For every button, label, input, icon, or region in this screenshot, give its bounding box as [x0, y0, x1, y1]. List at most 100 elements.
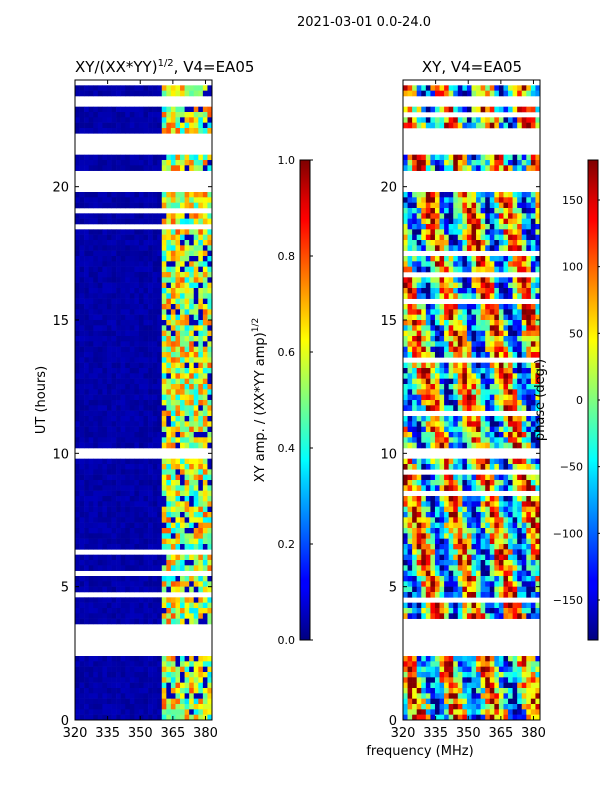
heatmap-cell	[116, 261, 121, 267]
heatmap-cell	[202, 165, 208, 171]
heatmap-cell	[517, 346, 523, 353]
colorbar-tick-label: 1.0	[278, 154, 296, 167]
heatmap-cell	[143, 576, 149, 582]
heatmap-cell	[202, 666, 208, 673]
heatmap-cell	[84, 704, 89, 710]
heatmap-cell	[485, 346, 491, 353]
heatmap-cell	[93, 378, 99, 385]
heatmap-cell	[448, 218, 454, 225]
heatmap-cell	[184, 90, 190, 97]
heatmap-cell	[412, 266, 417, 273]
heatmap-cell	[180, 688, 185, 694]
heatmap-cell	[157, 485, 163, 491]
heatmap-cell	[508, 261, 513, 267]
heatmap-cell	[102, 106, 108, 113]
heatmap-cell	[193, 581, 199, 587]
heatmap-cell	[111, 288, 117, 294]
heatmap-cell	[480, 352, 486, 358]
heatmap-cell	[448, 277, 454, 283]
heatmap-cell	[148, 432, 153, 438]
heatmap-cell	[129, 378, 135, 385]
heatmap-cell	[448, 554, 454, 561]
heatmap-cell	[517, 464, 523, 470]
heatmap-cell	[106, 512, 112, 518]
heatmap-cell	[476, 117, 481, 123]
heatmap-cell	[134, 202, 140, 209]
heatmap-cell	[421, 293, 427, 299]
heatmap-cell	[494, 320, 500, 326]
heatmap-cell	[421, 506, 427, 513]
heatmap-cell	[494, 336, 500, 342]
heatmap-cell	[157, 325, 163, 331]
heatmap-cell	[466, 309, 472, 315]
heatmap-cell	[148, 389, 153, 395]
heatmap-cell	[148, 197, 153, 203]
heatmap-cell	[535, 192, 541, 198]
heatmap-cell	[102, 378, 108, 385]
heatmap-cell	[189, 202, 195, 209]
heatmap-cell	[166, 240, 172, 246]
heatmap-cell	[93, 117, 99, 123]
heatmap-cell	[106, 298, 112, 305]
heatmap-cell	[148, 506, 153, 513]
heatmap-cell	[125, 197, 131, 203]
heatmap-cell	[84, 357, 89, 363]
heatmap-cell	[84, 346, 89, 353]
heatmap-cell	[79, 202, 85, 209]
heatmap-cell	[120, 565, 126, 571]
heatmap-cell	[448, 165, 454, 171]
heatmap-cell	[407, 549, 413, 555]
heatmap-cell	[148, 325, 153, 331]
heatmap-cell	[430, 394, 436, 401]
heatmap-cell	[120, 613, 126, 619]
heatmap-cell	[503, 421, 509, 427]
heatmap-cell	[120, 682, 126, 689]
heatmap-cell	[498, 106, 504, 113]
heatmap-cell	[125, 368, 131, 374]
heatmap-cell	[84, 581, 89, 587]
heatmap-cell	[157, 506, 163, 513]
heatmap-cell	[494, 240, 500, 246]
heatmap-cell	[498, 213, 504, 219]
heatmap-cell	[193, 576, 199, 582]
heatmap-cell	[471, 336, 477, 342]
heatmap-cell	[453, 245, 459, 251]
heatmap-cell	[166, 688, 172, 694]
heatmap-cell	[457, 330, 463, 337]
heatmap-cell	[189, 304, 195, 310]
heatmap-cell	[535, 277, 541, 283]
heatmap-cell	[498, 522, 504, 529]
heatmap-cell	[434, 522, 440, 529]
heatmap-cell	[180, 213, 185, 219]
heatmap-cell	[489, 245, 495, 251]
heatmap-cell	[97, 480, 103, 486]
heatmap-cell	[416, 288, 422, 294]
heatmap-cell	[503, 218, 509, 225]
heatmap-cell	[106, 544, 112, 550]
heatmap-cell	[503, 362, 509, 369]
heatmap-cell	[184, 357, 190, 363]
heatmap-cell	[93, 346, 99, 353]
heatmap-cell	[120, 656, 126, 662]
heatmap-cell	[102, 314, 108, 321]
heatmap-cell	[462, 346, 468, 353]
heatmap-cell	[97, 656, 103, 662]
heatmap-cell	[161, 528, 167, 534]
heatmap-cell	[466, 485, 472, 491]
heatmap-cell	[535, 533, 541, 539]
heatmap-cell	[412, 517, 417, 523]
heatmap-cell	[79, 677, 85, 683]
heatmap-cell	[93, 213, 99, 219]
heatmap-cell	[521, 293, 527, 299]
heatmap-cell	[184, 309, 190, 315]
heatmap-cell	[75, 122, 80, 129]
heatmap-cell	[75, 672, 80, 678]
heatmap-cell	[111, 165, 117, 171]
heatmap-cell	[416, 160, 422, 166]
heatmap-cell	[134, 437, 140, 443]
heatmap-cell	[457, 336, 463, 342]
heatmap-cell	[152, 682, 158, 689]
heatmap-cell	[138, 298, 144, 305]
heatmap-cell	[207, 437, 213, 443]
heatmap-cell	[476, 192, 481, 198]
